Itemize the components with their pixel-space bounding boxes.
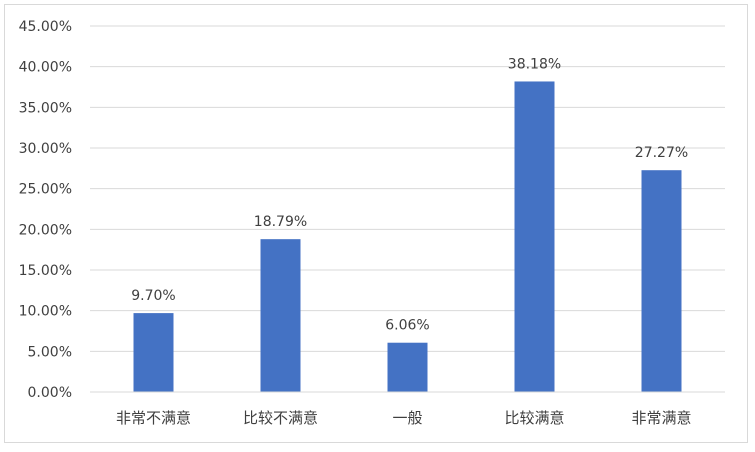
data-label: 27.27% [635,145,688,161]
y-tick-label: 0.00% [28,385,72,401]
bar [133,313,174,392]
y-tick-label: 15.00% [19,263,72,279]
bars [133,81,682,392]
bar [514,81,555,392]
grid-lines [90,25,725,352]
x-category-label: 比较不满意 [243,409,318,427]
bar [641,170,682,392]
data-label: 18.79% [254,214,307,230]
x-category-label: 一般 [392,409,422,427]
data-label: 9.70% [131,288,175,304]
chart-frame [4,4,748,443]
y-tick-label: 35.00% [19,100,72,116]
x-category-label: 非常不满意 [116,409,191,427]
y-tick-label: 20.00% [19,222,72,238]
data-label: 38.18% [508,56,561,72]
y-tick-label: 40.00% [19,60,72,76]
x-axis-category-labels: 非常不满意 比较不满意 一般 比较满意 非常满意 [116,409,692,427]
y-tick-label: 5.00% [28,344,72,360]
bar [260,239,301,392]
bar [387,342,428,392]
y-tick-label: 25.00% [19,182,72,198]
y-tick-label: 30.00% [19,141,72,157]
data-labels: 9.70% 18.79% 6.06% 38.18% 27.27% [131,56,688,333]
data-label: 6.06% [385,318,429,334]
y-tick-label: 45.00% [19,19,72,35]
x-category-label: 比较满意 [504,409,564,427]
y-tick-label: 10.00% [19,304,72,320]
x-category-label: 非常满意 [631,409,691,427]
y-axis-tick-labels: 0.00% 5.00% 10.00% 15.00% 20.00% 25.00% 30.00%… [19,19,72,401]
